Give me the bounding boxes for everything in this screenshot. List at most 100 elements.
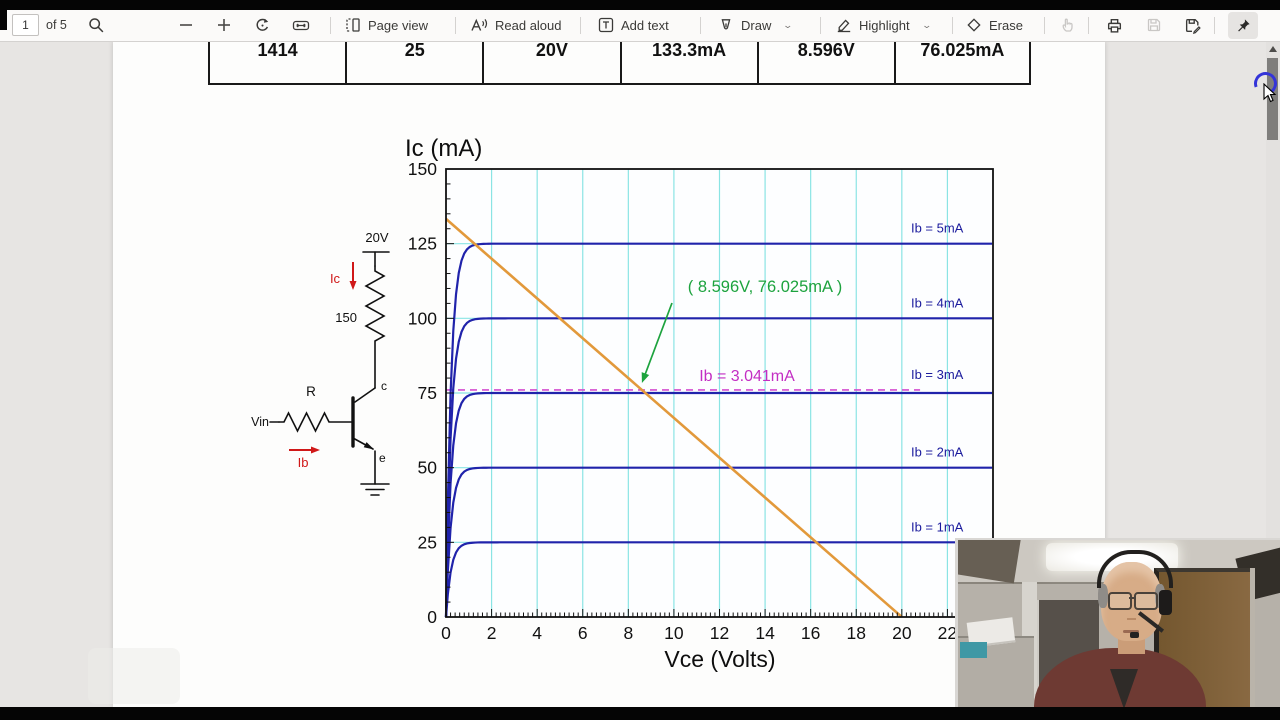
ground-symbol: [360, 483, 390, 496]
svg-text:25: 25: [418, 532, 437, 552]
table-cell: 76.025mA: [893, 41, 1031, 83]
transistor-output-characteristics-chart: 0 2 4 6 8 10 12 14 16 18 20 22 0 25 50 75 100 125 150 Ib = …: [405, 135, 994, 672]
toolbar-divider: [700, 17, 701, 34]
person-glasses-left-lens: [1108, 592, 1132, 610]
chevron-down-icon[interactable]: ⌄: [921, 19, 932, 30]
toolbar-divider: [330, 17, 331, 34]
svg-text:16: 16: [801, 623, 820, 643]
erase-label: Erase: [989, 17, 1023, 33]
svg-text:8: 8: [623, 623, 633, 643]
highlighter-icon: [836, 17, 852, 33]
minus-icon: [178, 17, 194, 33]
save-as-icon: [1184, 17, 1201, 34]
search-button[interactable]: [88, 10, 105, 40]
search-icon: [88, 17, 105, 34]
printer-icon: [1106, 17, 1123, 34]
page-view-icon: [344, 17, 361, 33]
toolbar-divider: [952, 17, 953, 34]
svg-text:Vce (Volts): Vce (Volts): [664, 646, 775, 672]
svg-text:Ib = 1mA: Ib = 1mA: [911, 519, 964, 534]
emitter-arrowhead: [363, 442, 374, 450]
zoom-out-button[interactable]: [178, 10, 194, 40]
svg-text:22: 22: [938, 623, 957, 643]
draw-pen-icon: [718, 17, 734, 33]
zoom-in-button[interactable]: [216, 10, 232, 40]
svg-text:75: 75: [418, 383, 437, 403]
common-emitter-circuit-diagram: 20V 150 R Vin c e Ic Ib: [251, 230, 390, 496]
base-resistor-label: R: [306, 384, 316, 399]
ib-label: Ib: [298, 455, 309, 470]
fit-to-width-button[interactable]: [292, 10, 310, 40]
chevron-down-icon[interactable]: ⌄: [782, 19, 794, 30]
toolbar-divider: [1088, 17, 1089, 34]
add-text-button[interactable]: Add text: [598, 10, 669, 40]
collector-terminal-label: c: [381, 379, 387, 393]
toolbar-divider: [1214, 17, 1215, 34]
svg-text:0: 0: [441, 623, 451, 643]
table-cell: 25: [345, 41, 482, 83]
person-glasses-right-lens: [1134, 592, 1158, 610]
emitter-terminal-label: e: [379, 451, 386, 465]
window-top-edge: [0, 0, 1280, 10]
webcam-door-frame: [1250, 568, 1255, 709]
toolbar-divider: [580, 17, 581, 34]
toolbar-divider: [820, 17, 821, 34]
person-mouth: [1123, 630, 1139, 633]
mouse-cursor: [1263, 82, 1279, 110]
window-left-edge: [0, 0, 7, 30]
webcam-teal-bin: [960, 642, 987, 658]
base-resistor: [278, 411, 354, 433]
pdf-toolbar: 1 of 5: [0, 10, 1280, 42]
svg-text:Ib = 2mA: Ib = 2mA: [911, 445, 964, 460]
pin-toolbar-button[interactable]: [1228, 12, 1258, 39]
person-hair: [1098, 584, 1108, 608]
page-view-button[interactable]: Page view: [344, 10, 428, 40]
svg-text:( 8.596V, 76.025mA ): ( 8.596V, 76.025mA ): [688, 278, 842, 296]
svg-text:100: 100: [408, 308, 437, 328]
page-nav-fade: [88, 648, 180, 704]
svg-text:6: 6: [578, 623, 588, 643]
svg-text:Ib = 3mA: Ib = 3mA: [911, 367, 964, 382]
save-as-button[interactable]: [1184, 10, 1201, 40]
print-button[interactable]: [1106, 10, 1123, 40]
draw-button[interactable]: Draw ⌄: [718, 10, 794, 40]
svg-text:2: 2: [487, 623, 497, 643]
hand-pointer-icon: [1060, 17, 1076, 33]
pin-icon: [1236, 18, 1251, 33]
touch-mode-button: [1060, 10, 1076, 40]
read-aloud-button[interactable]: Read aloud: [470, 10, 562, 40]
svg-text:Ib = 4mA: Ib = 4mA: [911, 295, 964, 310]
headset-earpiece: [1159, 590, 1172, 615]
erase-button[interactable]: Erase: [966, 10, 1023, 40]
svg-text:Ib = 5mA: Ib = 5mA: [911, 221, 964, 236]
svg-text:Ib = 3.041mA: Ib = 3.041mA: [699, 368, 795, 385]
collector-lead: [354, 387, 376, 403]
table-cell: 133.3mA: [619, 41, 757, 83]
scroll-up-arrow-icon[interactable]: [1269, 46, 1277, 52]
results-table: 1414 25 20V 133.3mA 8.596V 76.025mA: [208, 41, 1031, 85]
rotate-button[interactable]: [254, 10, 271, 40]
window-bottom-bar: [0, 707, 1280, 720]
add-text-label: Add text: [621, 17, 669, 33]
collector-resistor: [364, 265, 386, 389]
svg-text:10: 10: [664, 623, 684, 643]
svg-text:150: 150: [408, 159, 437, 179]
table-cell: 1414: [208, 41, 345, 83]
table-cell: 8.596V: [756, 41, 894, 83]
highlight-button[interactable]: Highlight ⌄: [836, 10, 932, 40]
save-button: [1146, 10, 1162, 40]
svg-text:125: 125: [408, 234, 437, 254]
input-label: Vin: [251, 415, 269, 429]
toolbar-divider: [455, 17, 456, 34]
ic-label: Ic: [330, 271, 341, 286]
highlight-label: Highlight: [859, 17, 910, 33]
page-view-label: Page view: [368, 17, 428, 33]
supply-voltage-label: 20V: [365, 230, 388, 245]
read-aloud-label: Read aloud: [495, 17, 562, 33]
page-number-input[interactable]: 1: [12, 14, 39, 36]
svg-text:0: 0: [427, 607, 437, 627]
webcam-overlay: [955, 538, 1280, 709]
toolbar-divider: [1044, 17, 1045, 34]
rotate-icon: [254, 17, 271, 34]
